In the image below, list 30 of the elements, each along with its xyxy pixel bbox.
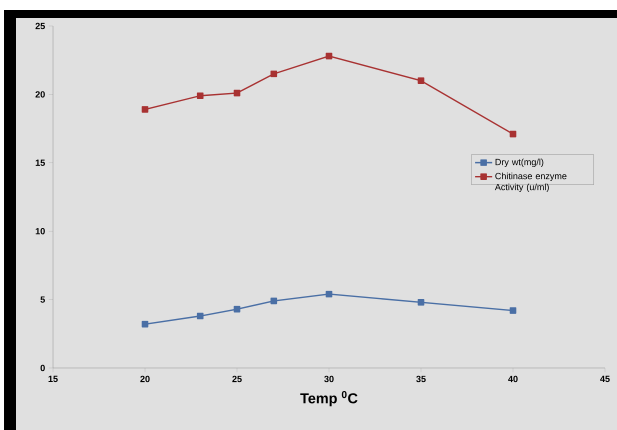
point [142, 320, 148, 328]
x-tick-label: 25 [232, 376, 242, 382]
y-tick-label: 25 [36, 22, 45, 30]
point [510, 130, 516, 138]
point [418, 299, 424, 306]
x-tick-label: 45 [600, 376, 610, 382]
point [196, 92, 204, 100]
x-tick-label: 30 [324, 376, 334, 382]
point [510, 307, 516, 314]
y-tick-label: 5 [40, 296, 45, 303]
point [270, 70, 278, 78]
x-tick-label: 35 [416, 376, 426, 382]
point [326, 52, 332, 60]
point [234, 306, 240, 312]
point [326, 290, 332, 298]
point [142, 106, 148, 113]
x-tick-label: 15 [48, 376, 58, 382]
point [196, 312, 204, 320]
y-tick-label: 0 [40, 364, 45, 372]
legend-label: Chitinase enzyme Activity (u/ml) [494, 172, 566, 192]
y-tick-label: 10 [36, 228, 45, 234]
legend-label: Dry wt(mg/l) [496, 158, 544, 167]
x-axis-title: Temp $^{0}$C [300, 391, 358, 406]
x-tick-label: 20 [140, 376, 150, 382]
point [270, 298, 278, 304]
y-tick-label: 15 [36, 160, 45, 166]
x-tick-label: 40 [508, 376, 518, 382]
point [234, 90, 240, 96]
point [418, 77, 424, 84]
y-tick-label: 20 [36, 91, 45, 98]
